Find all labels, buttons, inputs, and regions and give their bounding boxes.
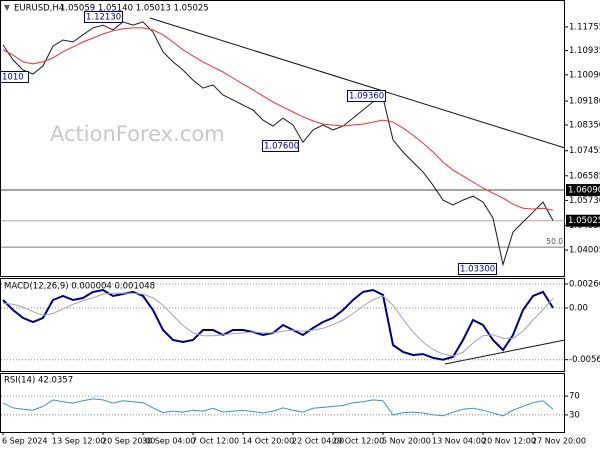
rsi-title: RSI(14) 42.0357 xyxy=(4,376,73,386)
level-box xyxy=(566,214,600,227)
price-label-box xyxy=(0,71,29,83)
y-tick-label: 1.08350 xyxy=(569,120,600,130)
price-label: 1.09360 xyxy=(349,92,384,102)
y-tick-label: 1.07455 xyxy=(569,146,600,156)
x-tick-label: 14 Oct 20:00 xyxy=(242,437,294,446)
symbol: EURUSD,H4 xyxy=(14,4,64,14)
level-label: 1.05025 xyxy=(568,216,600,226)
series-line xyxy=(2,27,554,211)
y-tick-label: 1.06585 xyxy=(569,171,600,181)
x-tick-label: 13 Sep 12:00 xyxy=(52,437,105,446)
series-line xyxy=(2,21,554,267)
x-tick-label: 13 Nov 04:00 xyxy=(432,437,486,446)
series-line xyxy=(2,288,554,361)
x-tick-label: 27 Nov 20:00 xyxy=(532,437,586,446)
x-tick-label: 22 Oct 04:00 xyxy=(292,437,344,446)
price-label-box xyxy=(262,140,299,152)
series-line xyxy=(2,398,554,417)
macd-trend-line xyxy=(444,339,566,365)
y-tick-label: 1.09180 xyxy=(569,97,600,107)
y-tick-label: 0.00 xyxy=(569,303,588,313)
x-tick-label: 6 Sep 2024 xyxy=(2,437,48,446)
series-line xyxy=(2,292,554,357)
y-tick-label: 30 xyxy=(569,410,580,420)
macd-panel xyxy=(0,278,565,372)
x-tick-label: 20 Sep 20:00 xyxy=(102,437,155,446)
x-tick-label: 20 Nov 12:00 xyxy=(482,437,536,446)
fib-label: 50.0 xyxy=(546,237,563,246)
price-label-box xyxy=(84,11,123,23)
y-tick-label: 0.002603 xyxy=(569,279,600,289)
y-tick-label: -0.005604 xyxy=(569,355,600,365)
price-label: 1.12130 xyxy=(86,13,121,23)
price-label-box xyxy=(458,263,497,275)
y-tick-label: 1.10935 xyxy=(569,46,600,56)
x-tick-label: 30 Sep 04:00 xyxy=(142,437,195,446)
x-tick-label: 5 Nov 20:00 xyxy=(382,437,431,446)
level-label: 1.06090 xyxy=(568,186,600,196)
price-panel xyxy=(0,0,565,277)
trend-line xyxy=(149,17,566,149)
quote: 1.05059 1.05140 1.05013 1.05025 xyxy=(60,4,209,14)
macd-title: MACD(12,26,9) 0.000004 0.001048 xyxy=(4,282,155,292)
rsi-panel xyxy=(0,373,565,433)
y-tick-label: 1.05730 xyxy=(569,196,600,206)
price-label: 1010 xyxy=(2,73,24,83)
price-label: 1.03300 xyxy=(460,265,495,275)
y-tick-label: 70 xyxy=(569,392,580,402)
y-tick-label: 1.11755 xyxy=(569,22,600,32)
level-box xyxy=(566,184,600,197)
price-label-box xyxy=(347,90,386,102)
price-label: 1.07600 xyxy=(264,142,299,152)
y-tick-label: 1.10090 xyxy=(569,70,600,80)
x-tick-label: 7 Oct 12:00 xyxy=(192,437,239,446)
x-tick-label: 29 Oct 12:00 xyxy=(332,437,384,446)
y-tick-label: 1.04005 xyxy=(569,246,600,256)
symbol-icon xyxy=(4,5,10,11)
watermark: ActionForex.com xyxy=(50,122,225,146)
